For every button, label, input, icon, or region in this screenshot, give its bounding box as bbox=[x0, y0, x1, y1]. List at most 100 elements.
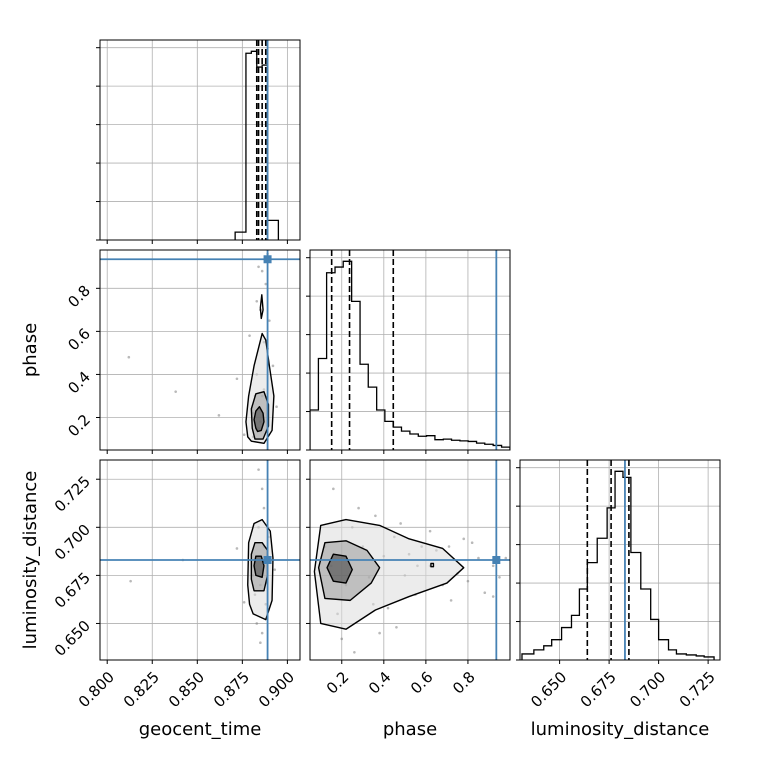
contour-line bbox=[247, 518, 274, 621]
x-axis-title: geocent_time bbox=[139, 719, 262, 740]
sample-point bbox=[264, 282, 268, 286]
y-tick-label: 0.725 bbox=[51, 473, 94, 516]
density-fill bbox=[327, 554, 353, 584]
y-tick-label: 0.4 bbox=[64, 368, 94, 398]
sample-point bbox=[235, 377, 239, 381]
y-tick-label: 0.650 bbox=[51, 617, 94, 660]
y-axis-title: phase bbox=[20, 323, 41, 377]
contour-line bbox=[430, 562, 435, 568]
sample-point bbox=[378, 631, 381, 635]
axis-titles: luminosity_distancephasegeocent_timelumi… bbox=[20, 323, 709, 740]
sample-point bbox=[275, 405, 278, 409]
y-tick-label: 0.6 bbox=[64, 325, 94, 355]
x-axis-title: phase bbox=[383, 719, 437, 740]
x-tick-label: 0.825 bbox=[120, 668, 163, 711]
contour-line bbox=[326, 553, 353, 584]
density-fill bbox=[254, 406, 264, 432]
sample-point bbox=[242, 601, 246, 604]
sample-point bbox=[127, 355, 131, 359]
sample-point bbox=[332, 487, 335, 491]
x-tick-label: 0.800 bbox=[75, 668, 118, 711]
sample-point bbox=[255, 299, 259, 303]
sample-point bbox=[273, 568, 277, 571]
plot-area bbox=[100, 250, 300, 450]
sample-point bbox=[260, 631, 264, 635]
contour-line bbox=[253, 555, 265, 579]
sample-point bbox=[217, 414, 221, 417]
sample-point bbox=[477, 556, 480, 560]
panel-scatter-geocent_time-luminosity_distance: 0.800 0.825 0.850 0.875 0.900 0.650 0.675 0.700… bbox=[51, 459, 301, 711]
contour-line bbox=[250, 541, 269, 592]
x-tick-label: 0.900 bbox=[255, 668, 298, 711]
x-tick-label: 0.675 bbox=[577, 668, 620, 711]
density-fill bbox=[254, 556, 264, 578]
sample-point bbox=[428, 529, 432, 533]
panel-hist-geocent_time bbox=[96, 39, 301, 244]
sample-point bbox=[174, 390, 177, 393]
sample-point bbox=[257, 468, 260, 471]
x-tick-label: 0.725 bbox=[676, 668, 719, 711]
sample-point bbox=[235, 547, 239, 550]
panel-scatter-phase-luminosity_distance: 0.2 0.4 0.6 0.8 bbox=[306, 459, 511, 698]
panel-frame bbox=[99, 459, 301, 661]
sample-point bbox=[357, 506, 360, 510]
sample-point bbox=[262, 506, 266, 510]
sample-point bbox=[271, 364, 275, 368]
truth-marker bbox=[263, 255, 272, 264]
sample-point bbox=[242, 433, 246, 437]
x-tick-label: 0.650 bbox=[527, 668, 570, 711]
panel-frame bbox=[99, 39, 301, 241]
sample-point bbox=[491, 595, 495, 598]
contour-line bbox=[253, 406, 265, 433]
sample-point bbox=[386, 606, 390, 610]
plot-area bbox=[521, 460, 715, 660]
sample-point bbox=[466, 579, 470, 583]
sample-point bbox=[129, 579, 132, 583]
plot-area bbox=[234, 40, 280, 240]
panel-frame bbox=[519, 459, 721, 661]
sample-point bbox=[260, 269, 264, 273]
panel-frame bbox=[99, 249, 301, 451]
sample-point bbox=[449, 599, 453, 602]
sample-point bbox=[483, 591, 487, 594]
sample-point bbox=[255, 622, 259, 625]
panel-scatter-geocent_time-phase: 0.2 0.4 0.6 0.8 bbox=[64, 249, 301, 454]
truth-marker bbox=[492, 556, 501, 564]
panel-frame bbox=[309, 249, 511, 451]
y-tick-label: 0.8 bbox=[64, 282, 94, 312]
contour-line bbox=[259, 294, 264, 320]
sample-point bbox=[470, 541, 474, 544]
sample-point bbox=[498, 576, 501, 579]
sample-point bbox=[447, 545, 451, 548]
histogram-step bbox=[521, 470, 715, 660]
sample-point bbox=[399, 522, 402, 525]
y-tick-label: 0.700 bbox=[51, 521, 94, 564]
sample-point bbox=[260, 487, 264, 491]
x-tick-label: 0.6 bbox=[407, 668, 437, 698]
histogram-step bbox=[310, 260, 510, 450]
sample-point bbox=[462, 537, 466, 541]
y-tick-label: 0.675 bbox=[51, 569, 94, 612]
x-tick-label: 0.850 bbox=[165, 668, 208, 711]
sample-point bbox=[395, 626, 398, 629]
y-tick-label: 0.2 bbox=[64, 411, 94, 441]
truth-marker bbox=[263, 556, 272, 564]
panel-hist-phase bbox=[306, 249, 511, 454]
y-axis-title: luminosity_distance bbox=[20, 471, 41, 650]
sample-point bbox=[257, 265, 260, 269]
contour-line bbox=[313, 518, 465, 630]
sample-point bbox=[268, 319, 271, 322]
panel-hist-luminosity_distance: 0.650 0.675 0.700 0.725 bbox=[516, 459, 721, 711]
x-tick-label: 0.2 bbox=[323, 668, 353, 698]
x-axis-title: luminosity_distance bbox=[531, 719, 710, 740]
sample-point bbox=[259, 641, 262, 644]
x-tick-label: 0.700 bbox=[626, 668, 669, 711]
sample-point bbox=[353, 651, 356, 654]
sample-point bbox=[504, 556, 508, 560]
sample-point bbox=[340, 637, 344, 641]
x-tick-label: 0.4 bbox=[365, 668, 395, 698]
x-tick-label: 0.875 bbox=[210, 668, 253, 711]
plot-area bbox=[310, 250, 510, 450]
